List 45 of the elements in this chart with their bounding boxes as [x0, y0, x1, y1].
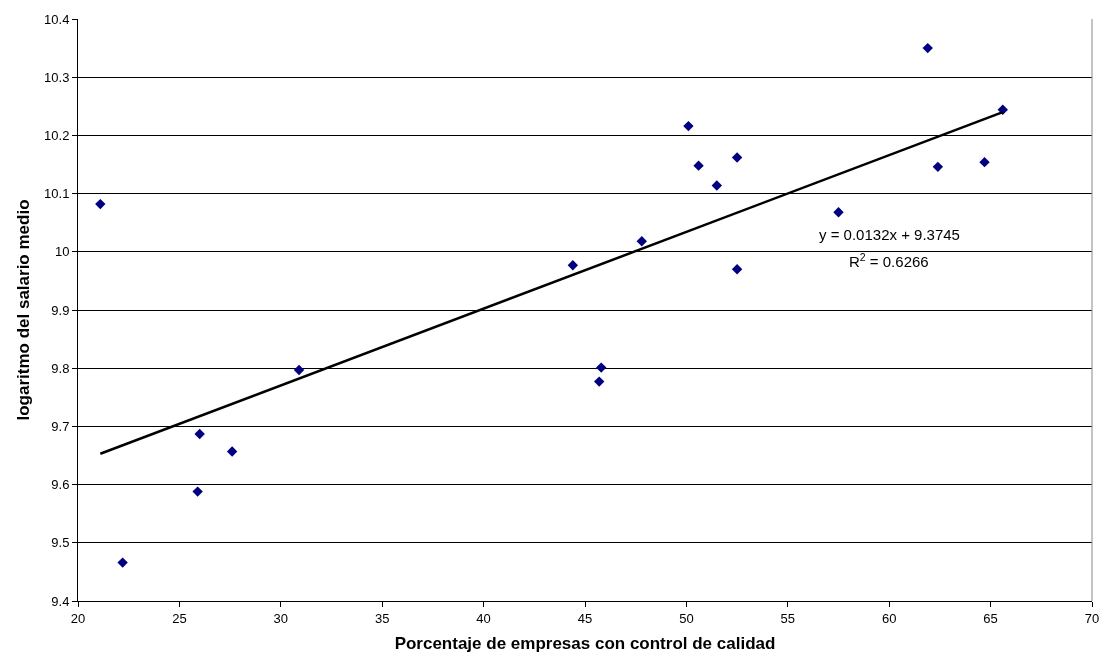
point [731, 264, 743, 275]
x-tick-label: 35 [374, 610, 390, 626]
x-tick-label: 70 [1084, 610, 1100, 626]
point [192, 486, 203, 497]
x-tick-label: 45 [577, 610, 593, 626]
y-tick-label: 9.9 [51, 302, 70, 318]
point [636, 236, 647, 247]
point [567, 259, 579, 271]
point [731, 152, 743, 163]
x-tick-label: 65 [983, 610, 998, 626]
x-tick-label: 25 [172, 610, 187, 626]
x-tick-label: 60 [881, 610, 897, 626]
x-tick-label: 55 [780, 610, 796, 626]
x-tick-label: 20 [70, 610, 86, 626]
point [683, 120, 694, 132]
annotation: R$^{2}$ = 0.6266 [849, 251, 929, 271]
y-tick-label: 9.5 [51, 535, 70, 551]
x-axis-title: Porcentaje de empresas con control de calidad [394, 634, 776, 653]
point [596, 362, 607, 373]
y-tick-label: 10 [54, 244, 70, 260]
y-tick-label: 9.7 [51, 418, 70, 434]
point [226, 446, 238, 457]
annotation: y = 0.0132x + 9.3745 [819, 226, 960, 243]
point [833, 207, 844, 218]
point [594, 376, 605, 387]
point [711, 180, 723, 191]
y-tick-label: 10.2 [44, 127, 70, 143]
point [117, 557, 128, 568]
y-tick-label: 9.6 [51, 477, 70, 493]
point [932, 161, 944, 173]
x-tick-label: 40 [476, 610, 491, 626]
y-tick-label: 10.3 [44, 69, 70, 85]
y-axis-title: logaritmo del salario medio [13, 199, 33, 421]
point [293, 364, 305, 376]
x-tick-label: 50 [679, 610, 694, 626]
y-tick-label: 9.4 [51, 593, 70, 609]
point [194, 428, 205, 440]
y-tick-label: 10.4 [44, 11, 70, 27]
x-tick-label: 30 [273, 610, 289, 626]
point [922, 42, 933, 54]
point [95, 198, 106, 210]
point [979, 156, 990, 168]
y-tick-label: 9.8 [51, 360, 70, 376]
y-tick-label: 10.1 [44, 186, 70, 202]
point [693, 160, 704, 171]
